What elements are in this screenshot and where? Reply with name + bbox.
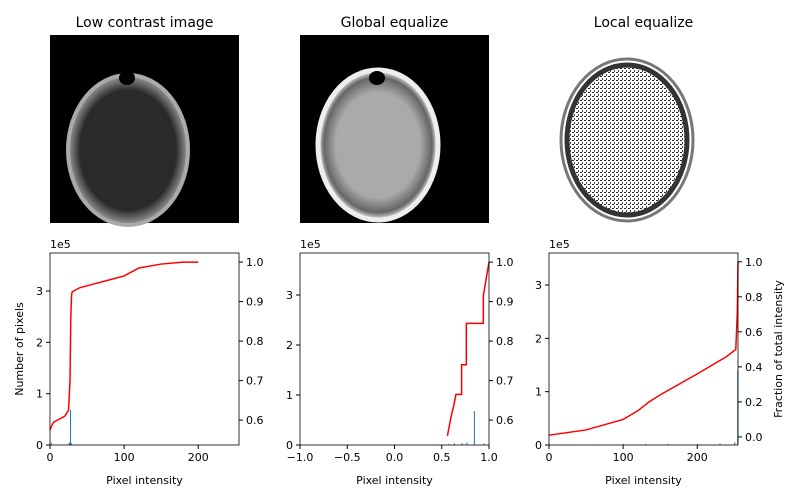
hist-bar xyxy=(461,443,463,445)
y2-tick-label: 0.6 xyxy=(496,414,514,427)
y2-tick-label: 0.7 xyxy=(246,375,264,388)
hist-bar xyxy=(623,443,625,445)
y2-tick-label: 1.0 xyxy=(246,256,264,269)
y2-tick-label: 0.6 xyxy=(246,414,264,427)
hist-bar xyxy=(734,442,736,445)
y2-tick-label: 0.9 xyxy=(246,296,264,309)
x-tick-label: 0.5 xyxy=(433,451,451,464)
y2-tick-label: 0.8 xyxy=(496,335,514,348)
hist-bar xyxy=(719,443,721,445)
image-title: Local equalize xyxy=(594,15,693,31)
hist-bar xyxy=(68,443,70,445)
hist-bar xyxy=(483,443,485,445)
hist-bar xyxy=(69,442,71,445)
y2-axis-label: Fraction of total intensity xyxy=(772,280,785,418)
hist-bar xyxy=(667,443,669,445)
x-tick-label: 200 xyxy=(687,451,708,464)
y-tick-label: 3 xyxy=(36,285,43,298)
x-tick-label: 200 xyxy=(188,451,209,464)
y-tick-label: 0 xyxy=(286,439,293,452)
hist-bar xyxy=(50,442,52,445)
y-offset-label: 1e5 xyxy=(549,238,570,251)
x-tick-label: −0.5 xyxy=(334,451,361,464)
hist-bar xyxy=(70,410,72,445)
y-tick-label: 2 xyxy=(36,336,43,349)
y2-tick-label: 0.7 xyxy=(496,375,514,388)
y2-tick-label: 0.0 xyxy=(745,431,763,444)
axes-frame xyxy=(49,252,240,446)
y2-tick-label: 1.0 xyxy=(496,256,514,269)
x-tick-label: 0 xyxy=(546,451,553,464)
x-axis-label: Pixel intensity xyxy=(605,474,682,487)
y2-tick-label: 0.9 xyxy=(496,296,514,309)
y-offset-label: 1e5 xyxy=(50,238,71,251)
axes-frame xyxy=(299,252,490,446)
cdf-line xyxy=(446,261,490,437)
hist-bar xyxy=(697,443,699,445)
y-axis-label: Number of pixels xyxy=(13,302,26,396)
x-tick-label: 0 xyxy=(47,451,54,464)
x-axis-label: Pixel intensity xyxy=(106,474,183,487)
image-title: Low contrast image xyxy=(76,15,214,31)
hist-bar xyxy=(70,442,72,445)
y2-tick-label: 0.6 xyxy=(745,326,763,339)
image-global-equalize xyxy=(300,35,489,223)
y-tick-label: 1 xyxy=(286,389,293,402)
x-tick-label: 100 xyxy=(114,451,135,464)
image-local-equalize xyxy=(549,35,738,223)
x-tick-label: 100 xyxy=(613,451,634,464)
hist-bar xyxy=(454,443,456,445)
y-tick-label: 0 xyxy=(36,439,43,452)
y2-tick-label: 1.0 xyxy=(745,256,763,269)
x-tick-label: −1.0 xyxy=(287,451,314,464)
hist-bar xyxy=(466,442,468,445)
hist-bar xyxy=(448,444,450,445)
y-offset-label: 1e5 xyxy=(300,238,321,251)
axes-frame xyxy=(548,252,739,446)
cdf-line xyxy=(49,261,199,431)
hist-bar xyxy=(645,443,647,445)
y-tick-label: 1 xyxy=(535,386,542,399)
y2-tick-label: 0.2 xyxy=(745,396,763,409)
y-tick-label: 3 xyxy=(286,289,293,302)
cdf-line xyxy=(548,261,739,436)
y-tick-label: 3 xyxy=(535,279,542,292)
y-tick-label: 1 xyxy=(36,388,43,401)
y-tick-label: 2 xyxy=(535,332,542,345)
y-tick-label: 0 xyxy=(535,439,542,452)
image-low-contrast xyxy=(50,35,239,227)
y2-tick-label: 0.8 xyxy=(246,335,264,348)
image-title: Global equalize xyxy=(341,15,449,31)
y-tick-label: 2 xyxy=(286,339,293,352)
x-tick-label: 0.0 xyxy=(386,451,404,464)
hist-bar xyxy=(473,411,475,445)
y2-tick-label: 0.4 xyxy=(745,361,763,374)
x-axis-label: Pixel intensity xyxy=(356,474,433,487)
x-tick-label: 1.0 xyxy=(480,451,498,464)
y2-tick-label: 0.8 xyxy=(745,291,763,304)
